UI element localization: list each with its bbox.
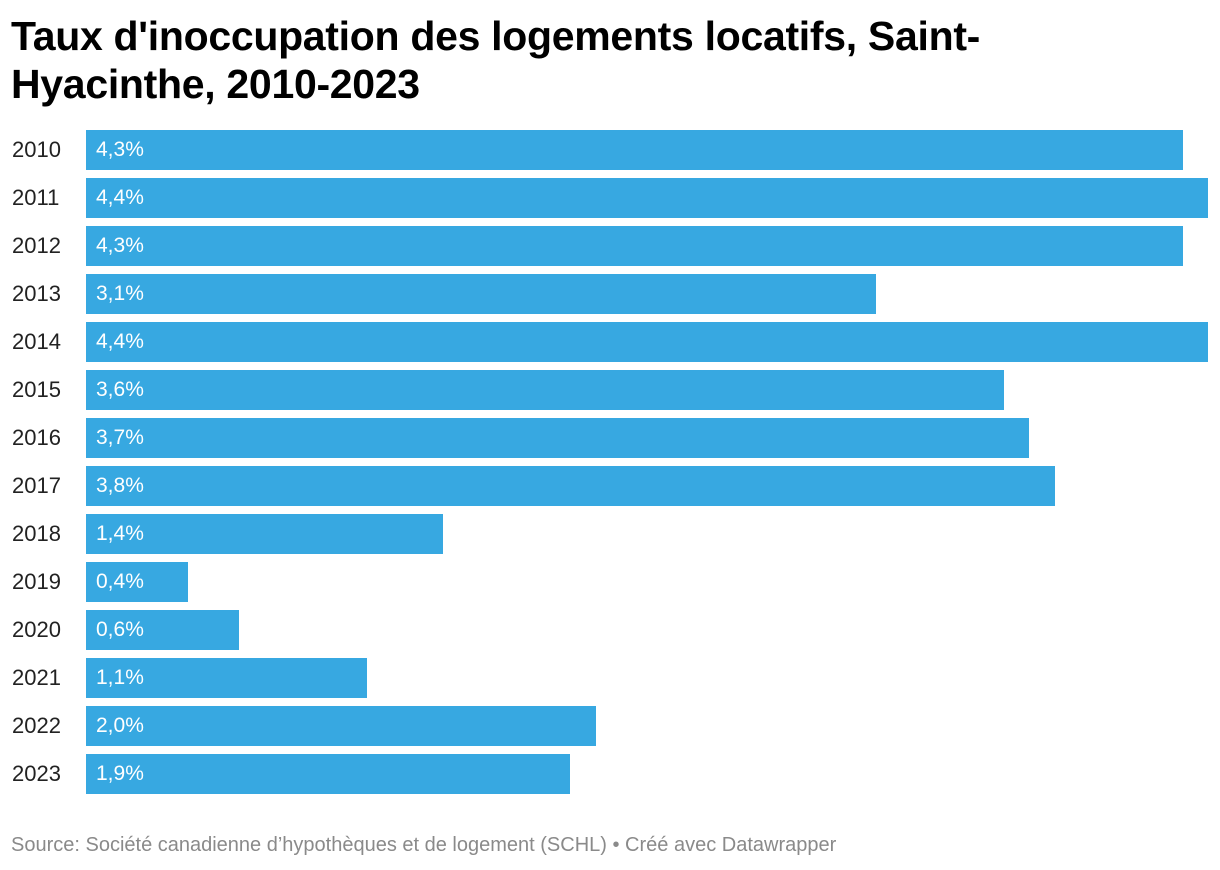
chart-title: Taux d'inoccupation des logements locati… <box>11 13 981 107</box>
category-label: 2020 <box>12 617 61 642</box>
category-label: 2022 <box>12 713 61 738</box>
bar-row: 2016 3,7% <box>0 418 1220 458</box>
bar-row: 2015 3,6% <box>0 370 1220 410</box>
category-label: 2017 <box>12 473 61 498</box>
bar-row: 2010 4,3% <box>0 130 1220 170</box>
bar: 3,8% <box>86 466 1055 506</box>
bar-row: 2020 0,6% <box>0 610 1220 650</box>
bar-row: 2012 4,3% <box>0 226 1220 266</box>
bar: 0,4% <box>86 562 188 602</box>
bar-row: 2013 3,1% <box>0 274 1220 314</box>
bar: 3,7% <box>86 418 1029 458</box>
bar-row: 2014 4,4% <box>0 322 1220 362</box>
bar-value-label: 0,4% <box>96 570 144 593</box>
bar: 1,1% <box>86 658 367 698</box>
bar-row: 2023 1,9% <box>0 754 1220 794</box>
chart-footer-source: Source: Société canadienne d’hypothèques… <box>11 834 837 856</box>
bar-value-label: 3,6% <box>96 378 144 401</box>
category-label: 2013 <box>12 281 61 306</box>
category-label: 2023 <box>12 761 61 786</box>
bar-row: 2021 1,1% <box>0 658 1220 698</box>
bar: 4,3% <box>86 130 1183 170</box>
category-label: 2021 <box>12 665 61 690</box>
category-label: 2016 <box>12 425 61 450</box>
bar-row: 2022 2,0% <box>0 706 1220 746</box>
category-label: 2014 <box>12 329 61 354</box>
bar-row: 2017 3,8% <box>0 466 1220 506</box>
bar-value-label: 4,3% <box>96 138 144 161</box>
bar-value-label: 1,1% <box>96 666 144 689</box>
bar-value-label: 0,6% <box>96 618 144 641</box>
bar-row: 2011 4,4% <box>0 178 1220 218</box>
bar: 4,3% <box>86 226 1183 266</box>
bar: 2,0% <box>86 706 596 746</box>
bar-value-label: 3,8% <box>96 474 144 497</box>
bar: 0,6% <box>86 610 239 650</box>
bar-value-label: 2,0% <box>96 714 144 737</box>
bar-value-label: 4,3% <box>96 234 144 257</box>
bar: 3,1% <box>86 274 876 314</box>
bar: 1,9% <box>86 754 570 794</box>
bar-value-label: 3,1% <box>96 282 144 305</box>
bar: 3,6% <box>86 370 1004 410</box>
bar-value-label: 1,4% <box>96 522 144 545</box>
bar-value-label: 3,7% <box>96 426 144 449</box>
category-label: 2011 <box>12 185 60 210</box>
category-label: 2015 <box>12 377 61 402</box>
category-label: 2012 <box>12 233 61 258</box>
category-label: 2010 <box>12 137 61 162</box>
category-label: 2019 <box>12 569 61 594</box>
bar-row: 2018 1,4% <box>0 514 1220 554</box>
bar-value-label: 1,9% <box>96 762 144 785</box>
bar: 1,4% <box>86 514 443 554</box>
bar-value-label: 4,4% <box>96 330 144 353</box>
category-label: 2018 <box>12 521 61 546</box>
bar: 4,4% <box>86 322 1208 362</box>
bar-row: 2019 0,4% <box>0 562 1220 602</box>
bar: 4,4% <box>86 178 1208 218</box>
bar-value-label: 4,4% <box>96 186 144 209</box>
